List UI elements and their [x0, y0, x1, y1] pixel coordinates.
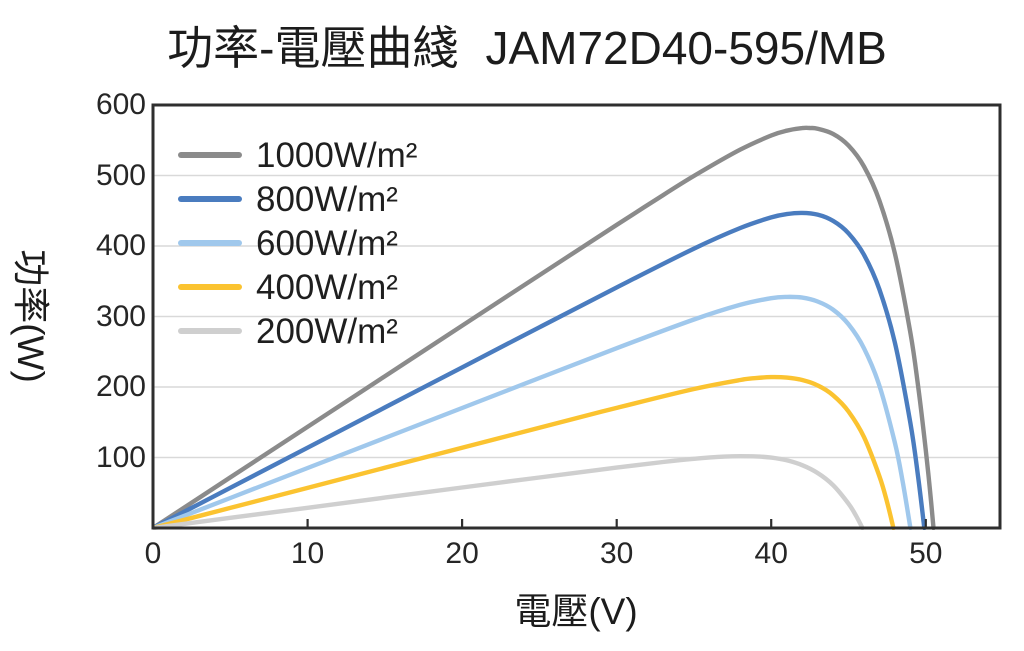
legend-label: 1000W/m²: [256, 135, 418, 175]
x-tick-label: 20: [445, 537, 479, 570]
legend-item: 200W/m²: [178, 309, 417, 353]
x-tick-label: 30: [599, 537, 634, 570]
legend-item: 400W/m²: [178, 265, 417, 309]
curve-600wm2: [153, 294, 913, 530]
legend-swatch-400wm2: [178, 284, 242, 290]
plot-frame: [151, 103, 1002, 530]
curve-1000wm2: [153, 125, 936, 530]
legend-label: 600W/m²: [256, 223, 398, 263]
legend-swatch-800wm2: [178, 196, 242, 202]
x-axis-title: 電壓(V): [514, 591, 638, 632]
y-tick-label: 400: [95, 229, 146, 262]
legend-swatch-200wm2: [178, 328, 242, 334]
legend-item: 800W/m²: [178, 177, 417, 221]
curve-200wm2: [153, 454, 865, 530]
legend-item: 600W/m²: [178, 221, 417, 265]
legend-label: 400W/m²: [256, 267, 398, 307]
y-tick-label: 300: [95, 299, 146, 333]
chart-title-text: 功率-電壓曲綫: [167, 22, 459, 74]
y-tick-label: 600: [95, 88, 146, 121]
legend-label: 200W/m²: [256, 311, 398, 351]
x-tick-label: 0: [144, 537, 162, 570]
chart-title-model: JAM72D40-595/MB: [485, 22, 887, 74]
chart-title: 功率-電壓曲綫 JAM72D40-595/MB: [0, 24, 1024, 72]
curve-800wm2: [153, 210, 927, 530]
legend-swatch-600wm2: [178, 240, 242, 246]
y-tick-label: 100: [95, 440, 146, 474]
x-tick-label: 10: [290, 537, 325, 570]
legend-swatch-1000wm2: [178, 152, 242, 158]
curves-group: [153, 125, 936, 530]
x-tick-label: 50: [909, 537, 943, 570]
y-tick-label: 500: [95, 158, 146, 192]
legend: 1000W/m² 800W/m² 600W/m² 400W/m² 200W/m²: [178, 133, 417, 353]
legend-item: 1000W/m²: [178, 133, 417, 177]
curve-400wm2: [153, 374, 896, 530]
x-tick-label: 40: [754, 537, 788, 570]
legend-label: 800W/m²: [256, 179, 398, 219]
y-tick-label: 200: [95, 370, 146, 403]
